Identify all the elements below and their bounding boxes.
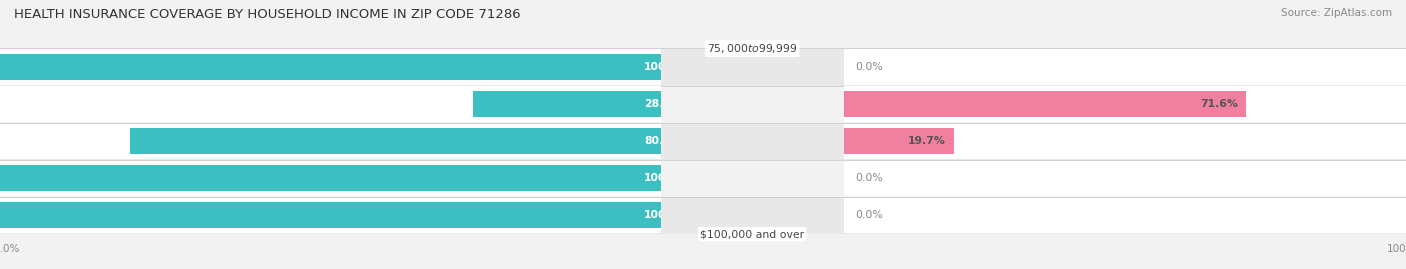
Bar [844,49,1406,85]
Bar [844,198,1406,233]
Bar [661,160,844,197]
Bar [661,48,844,86]
Bar [131,128,661,154]
Text: 28.4%: 28.4% [644,99,682,109]
Bar [661,86,844,123]
Bar [844,123,1406,160]
Bar [844,86,1406,123]
Text: 0.0%: 0.0% [855,173,883,183]
Bar [844,123,1406,159]
Bar [661,123,844,160]
Bar [0,197,661,234]
Bar [0,49,661,85]
Bar [844,48,1406,86]
Bar [844,160,1406,197]
Text: 0.0%: 0.0% [855,210,883,221]
Bar [0,48,661,86]
Bar [0,203,661,228]
Bar [844,128,955,154]
Bar [0,123,661,160]
Bar [0,161,661,196]
Text: $75,000 to $99,999: $75,000 to $99,999 [707,42,797,55]
Text: 19.7%: 19.7% [908,136,946,146]
Text: 100.0%: 100.0% [644,62,689,72]
Bar [0,165,661,191]
Bar [0,54,661,80]
Text: 71.6%: 71.6% [1199,99,1237,109]
Text: 0.0%: 0.0% [855,62,883,72]
Text: $100,000 and over: $100,000 and over [700,229,804,239]
Bar [844,161,1406,196]
Bar [661,197,844,234]
Bar [0,198,661,233]
Text: 80.3%: 80.3% [644,136,682,146]
Text: 100.0%: 100.0% [644,173,689,183]
Bar [0,86,661,123]
Text: 100.0%: 100.0% [644,210,689,221]
Bar [844,86,1406,122]
Bar [474,91,661,117]
Bar [0,160,661,197]
Bar [0,86,661,122]
Bar [844,197,1406,234]
Text: Source: ZipAtlas.com: Source: ZipAtlas.com [1281,8,1392,18]
Bar [0,123,661,159]
Text: HEALTH INSURANCE COVERAGE BY HOUSEHOLD INCOME IN ZIP CODE 71286: HEALTH INSURANCE COVERAGE BY HOUSEHOLD I… [14,8,520,21]
Bar [844,91,1246,117]
